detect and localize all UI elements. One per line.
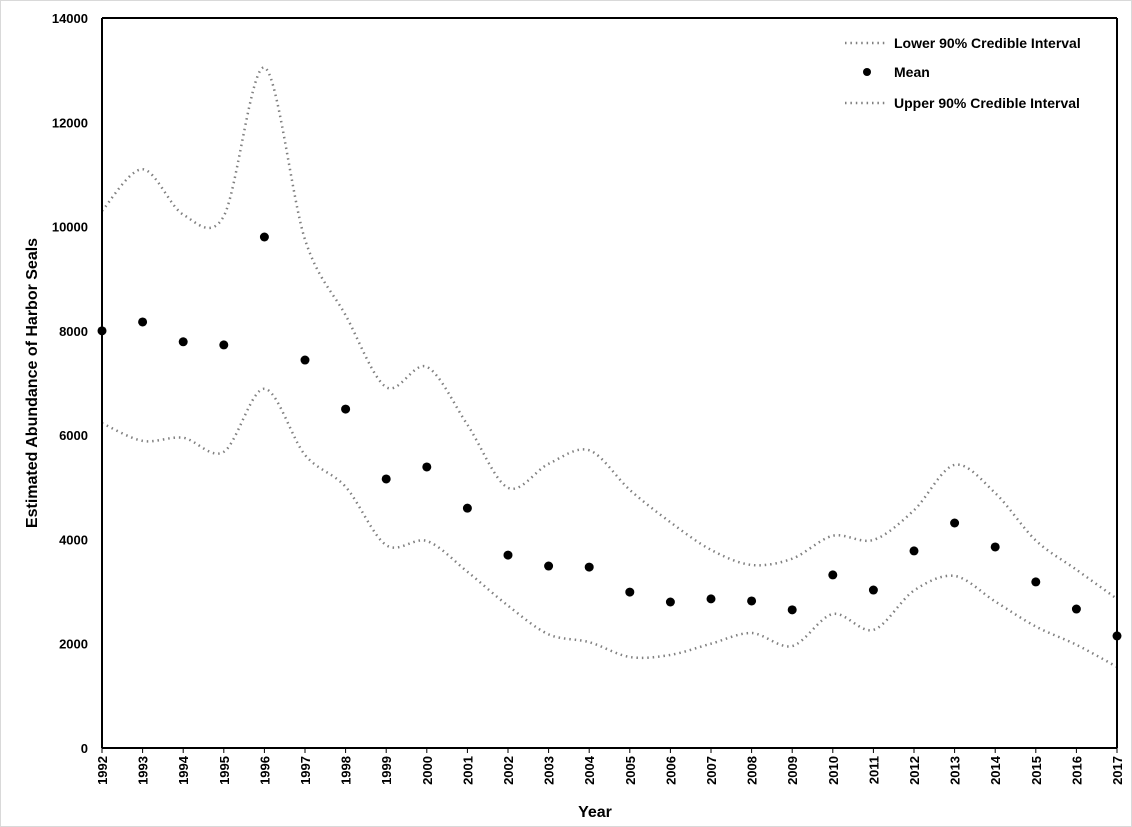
mean-point [950, 518, 960, 528]
x-tick-label: 2006 [663, 756, 678, 785]
mean-point [300, 355, 310, 365]
mean-point [584, 562, 594, 572]
x-tick-label: 1995 [217, 756, 232, 785]
plot-area [97, 66, 1122, 669]
mean-point [219, 340, 229, 350]
x-tick-label: 2015 [1029, 756, 1044, 785]
axes: 0 2000 4000 6000 8000 10000 12000 14000 1992 1993… [52, 11, 1125, 785]
x-tick-label: 2007 [704, 756, 719, 785]
y-tick-label: 10000 [52, 220, 88, 235]
dot-marker-icon [863, 68, 871, 76]
x-tick-label: 2014 [988, 755, 1003, 785]
x-tick-label: 1998 [339, 756, 354, 785]
x-tick-label: 2010 [826, 756, 841, 785]
x-tick-label: 2016 [1069, 756, 1084, 785]
x-tick-label: 2000 [420, 756, 435, 785]
y-tick-label: 8000 [59, 324, 88, 339]
x-tick-label: 2008 [745, 756, 760, 785]
y-tick-label: 0 [81, 741, 88, 756]
mean-point [787, 605, 797, 615]
mean-point [138, 317, 148, 327]
y-tick-label: 12000 [52, 115, 88, 130]
mean-point [1031, 577, 1041, 587]
x-tick-label: 1992 [95, 756, 110, 785]
x-tick-label: 1997 [298, 756, 313, 785]
series-line-lower [101, 387, 1118, 669]
y-tick-label: 4000 [59, 532, 88, 547]
x-tick-label: 2013 [948, 756, 963, 785]
y-tick-label: 6000 [59, 428, 88, 443]
x-tick-label: 1996 [257, 756, 272, 785]
mean-point [909, 546, 919, 556]
mean-point [868, 585, 878, 595]
legend-label-lower: Lower 90% Credible Interval [894, 35, 1081, 51]
legend: Lower 90% Credible Interval Mean Upper 9… [845, 35, 1081, 111]
legend-label-upper: Upper 90% Credible Interval [894, 95, 1080, 111]
x-tick-label: 2009 [785, 756, 800, 785]
mean-point [665, 597, 675, 607]
mean-point [178, 337, 188, 347]
x-tick-label: 2001 [460, 756, 475, 785]
mean-point [544, 561, 554, 571]
mean-point [625, 587, 635, 597]
mean-point [1071, 604, 1081, 614]
legend-item-mean: Mean [863, 64, 930, 80]
x-tick-label: 2011 [866, 756, 881, 784]
legend-item-lower: Lower 90% Credible Interval [845, 35, 1081, 51]
mean-point [706, 594, 716, 604]
mean-point [747, 596, 757, 606]
legend-item-upper: Upper 90% Credible Interval [845, 95, 1080, 111]
x-tick-label: 1999 [379, 756, 394, 785]
x-tick-label: 1993 [136, 756, 151, 785]
mean-point [381, 474, 391, 484]
mean-point [990, 542, 1000, 552]
x-tick-label: 2003 [542, 756, 557, 785]
mean-point [828, 570, 838, 580]
x-tick-label: 1994 [176, 755, 191, 785]
legend-label-mean: Mean [894, 64, 930, 80]
mean-point [341, 404, 351, 414]
y-tick-label: 2000 [59, 637, 88, 652]
mean-point [259, 232, 269, 242]
mean-point [503, 550, 513, 560]
series-line-upper [101, 66, 1118, 600]
x-tick-label: 2005 [623, 756, 638, 785]
y-axis-title: Estimated Abundance of Harbor Seals [24, 238, 41, 528]
x-tick-label: 2017 [1110, 756, 1125, 785]
x-tick-label: 2004 [582, 755, 597, 785]
y-tick-label: 14000 [52, 11, 88, 26]
mean-point [422, 462, 432, 472]
x-tick-label: 2012 [907, 756, 922, 785]
x-axis-title: Year [578, 804, 612, 821]
mean-point [462, 503, 472, 513]
x-tick-label: 2002 [501, 756, 516, 785]
